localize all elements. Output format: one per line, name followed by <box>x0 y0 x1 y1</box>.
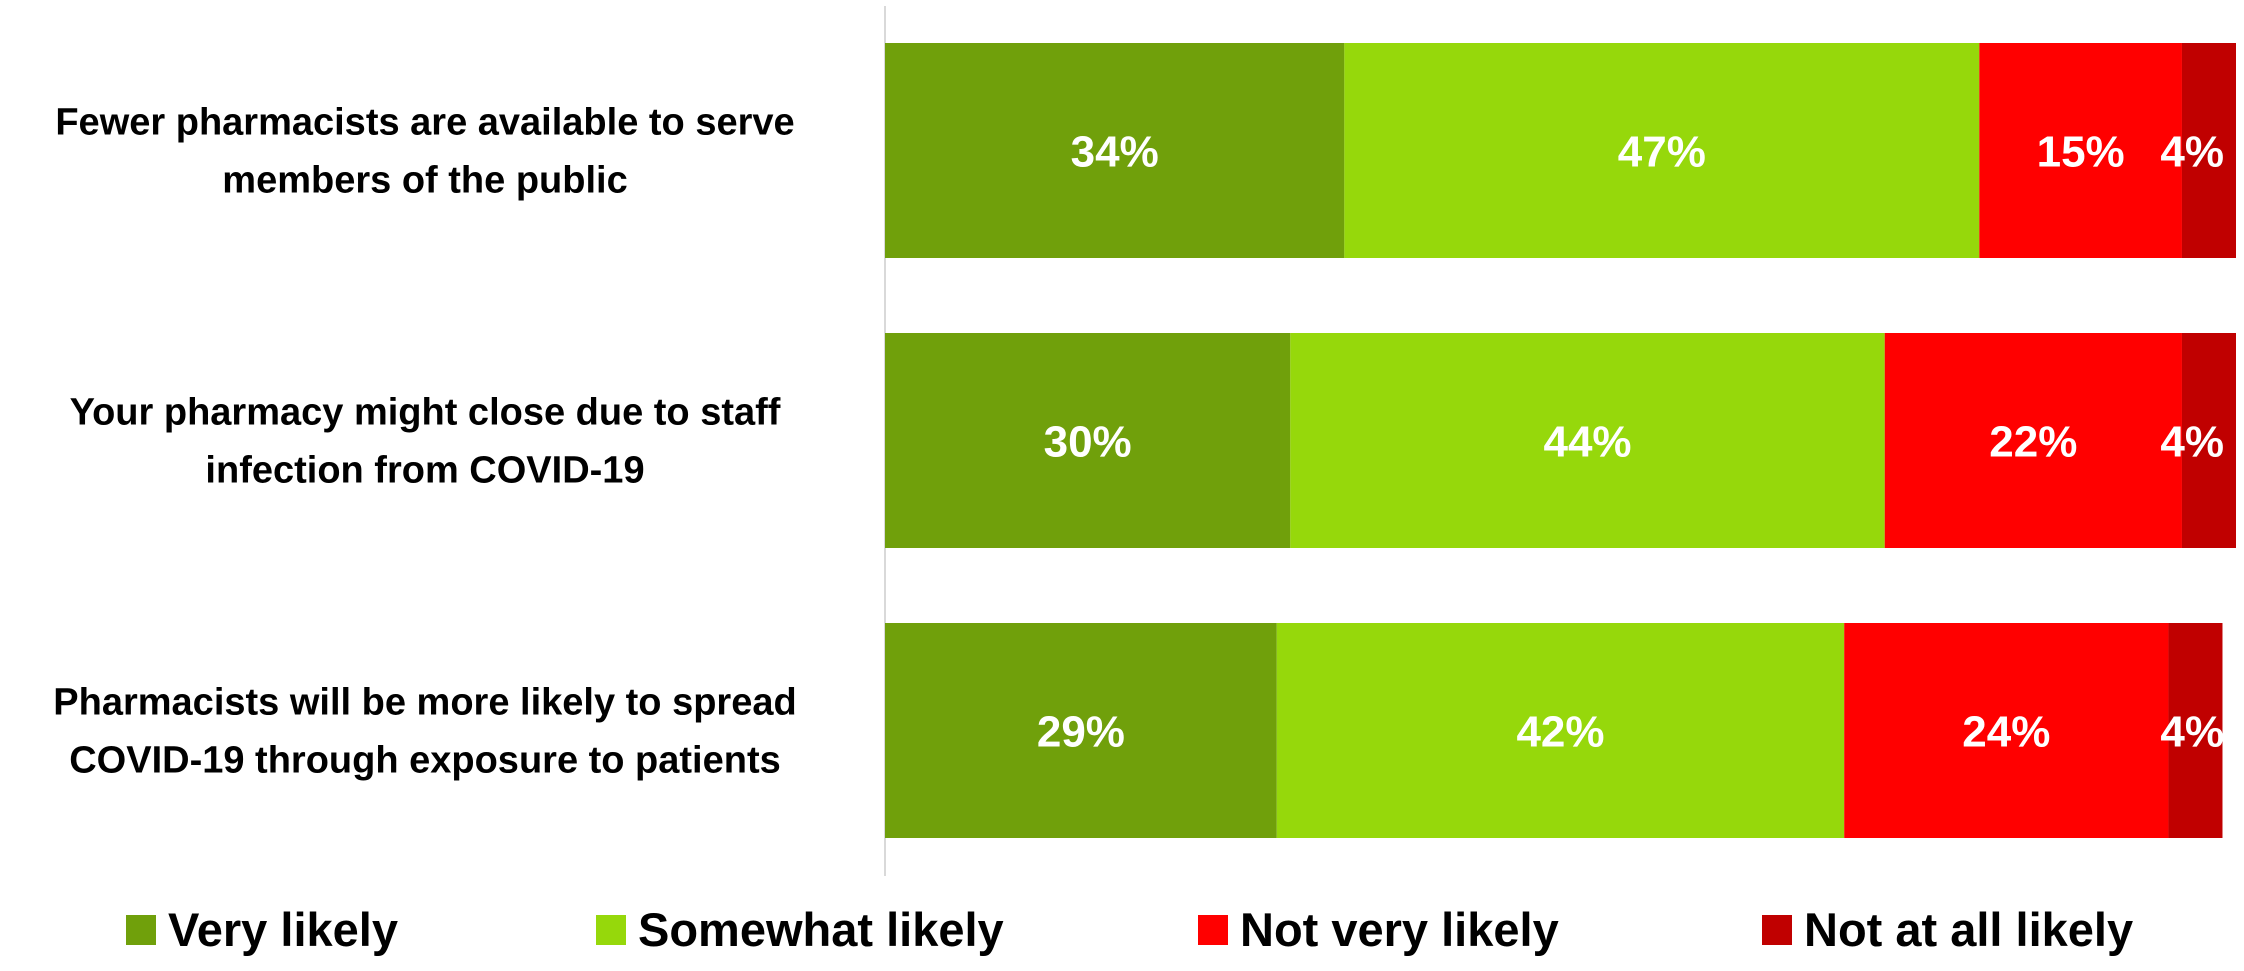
bar-value-label: 15% <box>2037 128 2125 177</box>
legend-item: Very likely <box>126 903 398 956</box>
category-label-line: Fewer pharmacists are available to serve <box>55 102 794 144</box>
legend-label: Very likely <box>168 903 398 956</box>
legend-swatch <box>1762 915 1792 945</box>
category-label-line: members of the public <box>222 160 627 202</box>
bar-value-label: 4% <box>2160 418 2224 467</box>
bar-segment <box>885 333 1291 548</box>
bar-value-label: 29% <box>1037 708 1125 757</box>
bar-value-label: 4% <box>2160 708 2224 757</box>
legend: Very likely Somewhat likely Not very likel… <box>126 903 2133 956</box>
bar-value-label: 4% <box>2160 128 2224 177</box>
legend-swatch <box>1198 915 1228 945</box>
bar-segment <box>2181 43 2236 258</box>
bar-segment <box>2168 623 2223 838</box>
bar-segment <box>1884 333 2182 548</box>
category-label: Fewer pharmacists are available to serve… <box>55 102 794 202</box>
bar-value-label: 22% <box>1989 418 2077 467</box>
legend-label: Somewhat likely <box>638 903 1004 956</box>
bar-segment <box>1344 43 1980 258</box>
bar-value-label: 44% <box>1543 418 1631 467</box>
legend-swatch <box>596 915 626 945</box>
bar-value-label: 34% <box>1071 128 1159 177</box>
bar-segment <box>2181 333 2236 548</box>
legend-swatch <box>126 915 156 945</box>
bar-segment <box>1844 623 2169 838</box>
bar-segment <box>1979 43 2182 258</box>
legend-item: Somewhat likely <box>596 903 1004 956</box>
legend-item: Not at all likely <box>1762 903 2133 956</box>
category-label-line: Pharmacists will be more likely to sprea… <box>53 682 796 724</box>
category-label-line: Your pharmacy might close due to staff <box>70 392 781 434</box>
bar-segment <box>1290 333 1885 548</box>
legend-label: Not very likely <box>1240 903 1559 956</box>
bar-value-label: 30% <box>1044 418 1132 467</box>
bar-value-label: 42% <box>1516 708 1604 757</box>
bar-segment <box>885 43 1345 258</box>
bar-segment <box>885 623 1277 838</box>
category-labels: Fewer pharmacists are available to serve… <box>53 102 796 782</box>
bar-value-label: 47% <box>1618 128 1706 177</box>
bars: 34% 47% 15% 4% 30% 44% 22% 4% 29% 42% 24% 4% <box>885 43 2236 838</box>
bar-value-label: 24% <box>1962 708 2050 757</box>
bar-segment <box>1276 623 1845 838</box>
category-label: Your pharmacy might close due to staff in… <box>70 392 781 492</box>
legend-item: Not very likely <box>1198 903 1559 956</box>
legend-label: Not at all likely <box>1804 903 2133 956</box>
category-label-line: COVID-19 through exposure to patients <box>69 740 781 782</box>
category-label-line: infection from COVID-19 <box>205 450 644 492</box>
category-label: Pharmacists will be more likely to sprea… <box>53 682 796 782</box>
